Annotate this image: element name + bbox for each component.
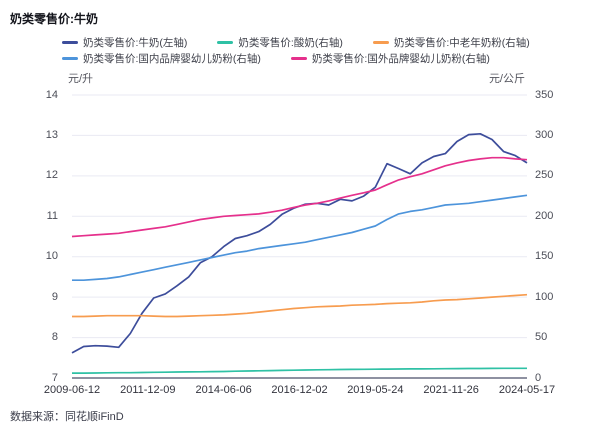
series-line-domestic-formula <box>72 194 528 282</box>
x-axis-tick: 2021-11-26 <box>423 384 479 396</box>
x-axis-tick: 2014-06-06 <box>195 384 252 396</box>
data-source-label: 数据来源：同花顺iFinD <box>10 411 124 423</box>
left-axis-tick: 8 <box>51 331 58 344</box>
x-axis-tick: 2011-12-09 <box>120 384 176 396</box>
legend-line-marker-icon <box>372 40 389 44</box>
series-line-foreign-formula <box>71 156 528 238</box>
left-axis-tick: 11 <box>46 209 58 222</box>
right-axis-unit-label: 元/公斤 <box>488 73 525 85</box>
right-axis-tick: 300 <box>535 128 554 141</box>
left-axis-tick: 10 <box>45 250 58 263</box>
legend-row-2: 奶类零售价:国内品牌婴幼儿奶粉(右轴) 奶类零售价:国外品牌婴幼儿奶粉(右轴) <box>62 50 582 66</box>
right-axis-tick: 250 <box>535 169 554 182</box>
left-axis-tick: 12 <box>45 169 58 182</box>
left-axis-tick: 13 <box>45 128 58 141</box>
x-axis-tick: 2019-05-24 <box>347 384 404 396</box>
legend-item-label: 奶类零售价:中老年奶粉(右轴) <box>393 36 530 49</box>
right-axis-tick: 50 <box>535 331 548 344</box>
legend-item-foreign-formula[interactable]: 奶类零售价:国外品牌婴幼儿奶粉(右轴) <box>290 51 490 66</box>
legend-item-yogurt[interactable]: 奶类零售价:酸奶(右轴) <box>217 35 343 50</box>
legend-item-label: 奶类零售价:牛奶(左轴) <box>83 36 188 49</box>
left-axis-tick: 7 <box>51 371 58 384</box>
x-axis-tick: 2009-06-12 <box>43 384 101 396</box>
legend-item-milk[interactable]: 奶类零售价:牛奶(左轴) <box>62 35 187 50</box>
legend-item-midage-powder[interactable]: 奶类零售价:中老年奶粉(右轴) <box>372 35 530 50</box>
legend-row-1: 奶类零售价:牛奶(左轴) 奶类零售价:酸奶(右轴) 奶类零售价:中老年奶粉(右轴) <box>62 34 582 50</box>
legend-line-marker-icon <box>217 40 234 44</box>
right-axis-tick: 0 <box>535 371 542 384</box>
chart-legend: 奶类零售价:牛奶(左轴) 奶类零售价:酸奶(右轴) 奶类零售价:中老年奶粉(右轴) … <box>62 34 582 66</box>
right-axis-tick: 150 <box>535 250 554 263</box>
legend-item-label: 奶类零售价:酸奶(右轴) <box>238 36 343 49</box>
legend-line-marker-icon <box>62 56 78 60</box>
right-axis-tick: 200 <box>535 209 554 222</box>
x-axis-tick: 2024-05-17 <box>498 384 556 396</box>
series-line-midage-powder <box>72 293 528 318</box>
series-line-yogurt <box>72 367 527 374</box>
left-axis-unit-label: 元/升 <box>68 73 94 85</box>
legend-line-marker-icon <box>290 56 307 60</box>
left-axis-tick: 9 <box>51 290 58 303</box>
legend-line-marker-icon <box>62 40 78 44</box>
left-axis-tick: 14 <box>45 88 58 101</box>
legend-item-domestic-formula[interactable]: 奶类零售价:国内品牌婴幼儿奶粉(右轴) <box>62 51 261 66</box>
right-axis-tick: 350 <box>535 88 554 101</box>
x-axis-tick: 2016-12-02 <box>271 384 328 396</box>
right-axis-tick: 100 <box>535 290 554 303</box>
legend-item-label: 奶类零售价:国外品牌婴幼儿奶粉(右轴) <box>311 52 490 65</box>
chart-title: 奶类零售价:牛奶 <box>10 12 98 26</box>
legend-item-label: 奶类零售价:国内品牌婴幼儿奶粉(右轴) <box>83 52 261 65</box>
